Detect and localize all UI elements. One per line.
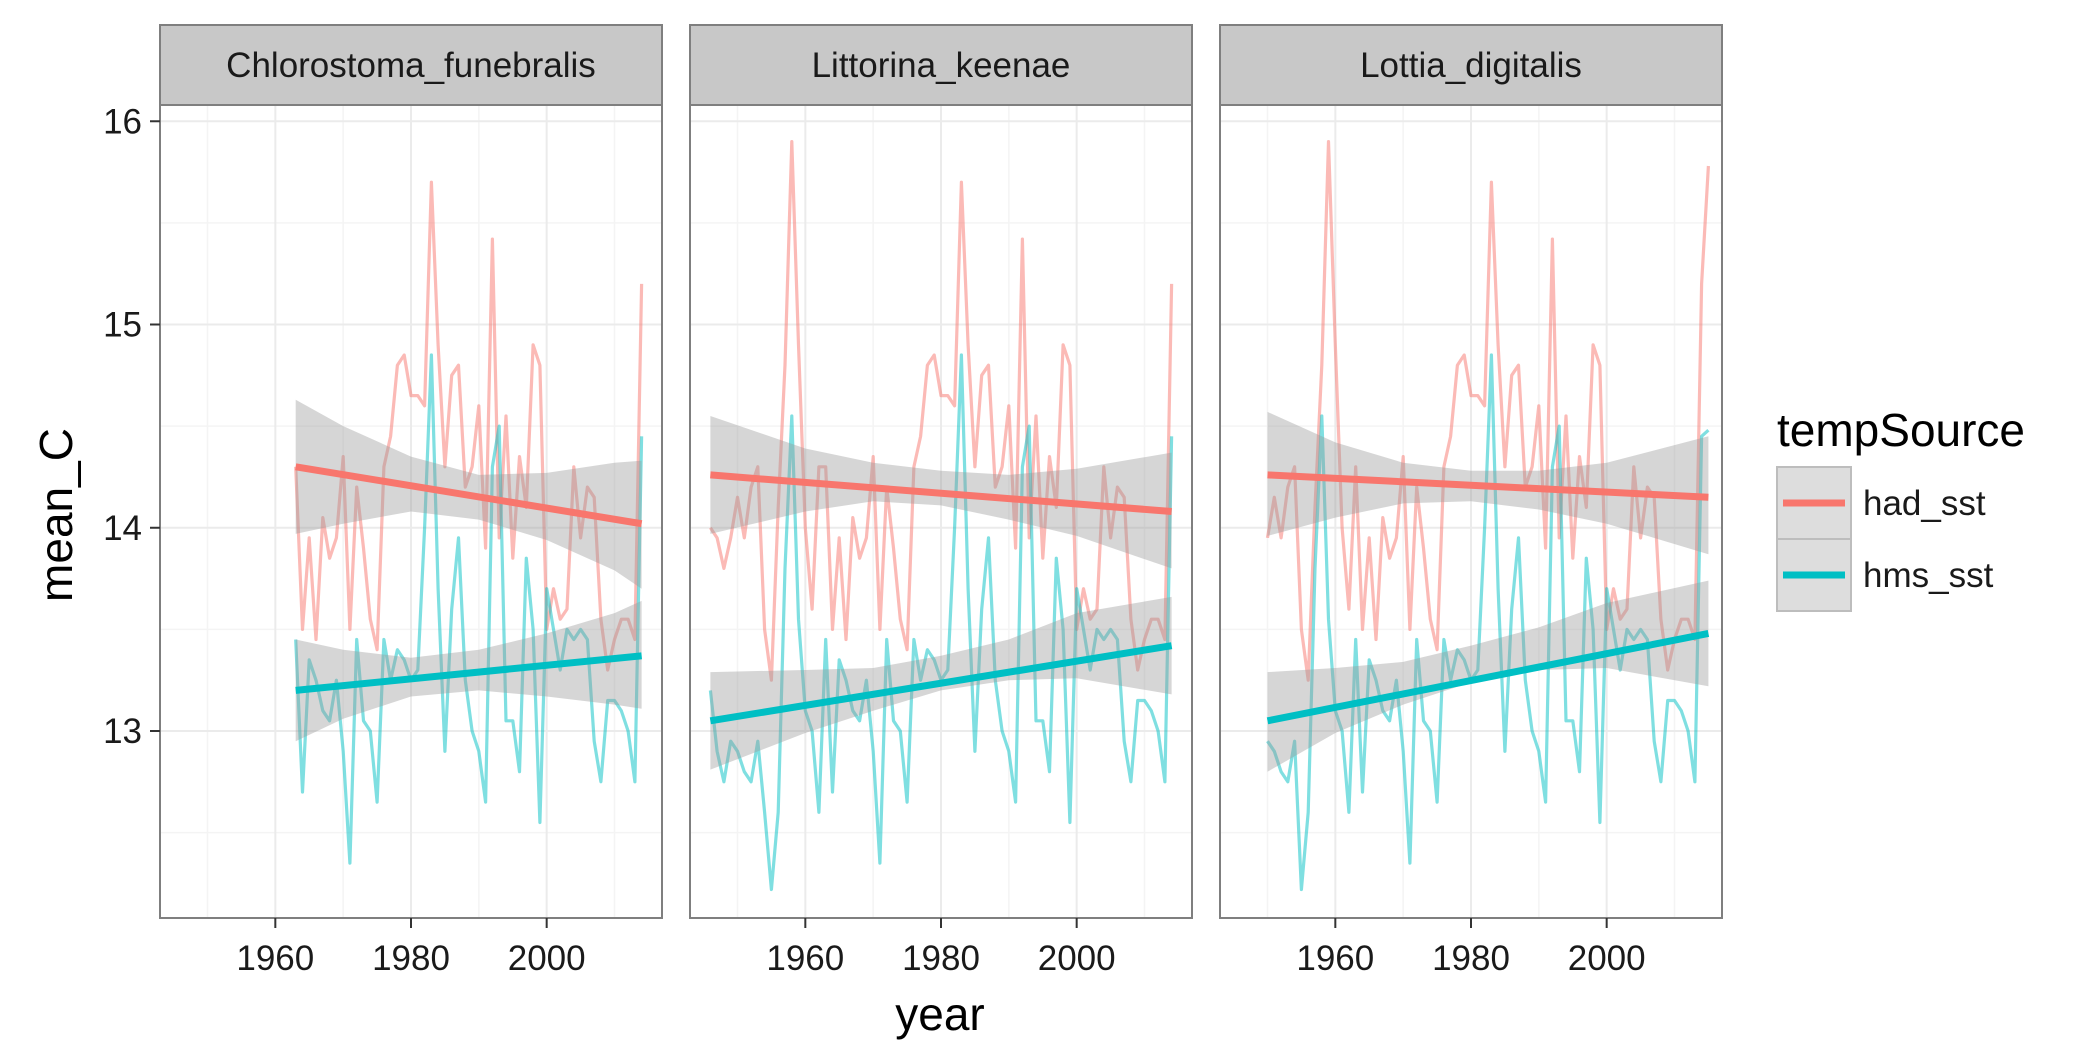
legend-keys: had_sst hms_sst [1776, 466, 1994, 612]
y-axis-title: mean_C [30, 428, 82, 602]
facet-strip-title: Chlorostoma_funebralis [226, 46, 596, 85]
y-tick-label: 14 [103, 509, 142, 548]
x-axes: 1960 1980 2000 1960 1980 2000 1960 1980 2000 [236, 918, 1646, 978]
facet-panel: Lottia_digitalis [1219, 24, 1723, 919]
series-line-hms_sst [294, 353, 644, 865]
facet-panels: Chlorostoma_funebralis Littorina_keenae Lo… [159, 24, 1723, 919]
legend-label: had_sst [1863, 484, 1986, 523]
facet-panel: Littorina_keenae [689, 24, 1193, 919]
series-line-hms_sst [1266, 353, 1710, 892]
trend-line-had_sst [295, 463, 643, 528]
legend-label: hms_sst [1863, 556, 1994, 595]
facet-strip [1219, 24, 1723, 106]
y-tick-label: 15 [103, 306, 142, 345]
legend-title: tempSource [1777, 404, 2025, 456]
legend-item-had_sst: had_sst [1776, 466, 1986, 540]
y-axis: 13 14 15 16 [103, 102, 160, 751]
facet-strip-title: Littorina_keenae [812, 46, 1071, 85]
legend-item-hms_sst: hms_sst [1776, 538, 1994, 612]
facet-panel: Chlorostoma_funebralis [159, 24, 663, 919]
x-tick-label: 1960 [236, 939, 314, 978]
facet-strip [159, 24, 663, 106]
trend-line-had_sst [1267, 471, 1709, 501]
x-tick-label: 1980 [902, 939, 980, 978]
series-line-had_sst [1265, 140, 1710, 682]
facet-strip-title: Lottia_digitalis [1360, 46, 1582, 85]
x-tick-label: 2000 [1568, 939, 1646, 978]
x-tick-label: 1960 [1296, 939, 1374, 978]
x-axis-title: year [895, 988, 984, 1040]
legend: tempSource had_sst hms_sst [1776, 404, 2025, 612]
trend-line-hms_sst [295, 652, 642, 694]
x-tick-label: 2000 [508, 939, 586, 978]
trend-line-had_sst [710, 471, 1172, 515]
y-tick-label: 16 [103, 102, 142, 141]
trend-line-hms_sst [1266, 630, 1710, 725]
x-tick-label: 1960 [766, 939, 844, 978]
x-tick-label: 2000 [1038, 939, 1116, 978]
x-tick-label: 1980 [372, 939, 450, 978]
x-tick-label: 1980 [1432, 939, 1510, 978]
series-line-had_sst [709, 140, 1174, 682]
trend-line-hms_sst [709, 642, 1173, 725]
y-tick-label: 13 [103, 712, 142, 751]
